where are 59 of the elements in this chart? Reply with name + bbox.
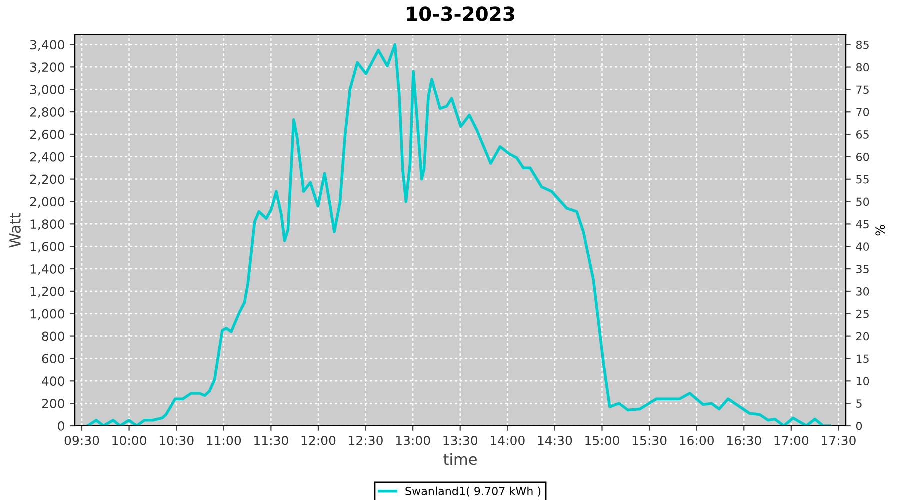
x-tick-label: 11:00 [207,436,242,446]
x-tick-label: 14:30 [538,436,572,446]
x-tick-label: 10:30 [160,436,194,446]
x-tick-label: 11:30 [254,436,288,446]
y-tick-label: 1,800 [30,220,64,230]
y2-tick-label: 10 [856,377,870,386]
x-tick-label: 17:30 [822,436,856,446]
y2-tick-label: 45 [856,220,869,229]
y2-tick-label: 5 [856,400,862,408]
y-tick-label: 2,200 [30,174,64,186]
y2-tick-label: 40 [856,242,870,252]
x-tick-label: 13:30 [444,436,478,446]
y2-tick-label: 85 [856,40,869,50]
y2-tick-label: 65 [856,130,869,139]
x-tick-label: 12:00 [302,436,336,446]
y-tick-label: 3,400 [30,40,64,51]
y-tick-label: 2,000 [30,197,64,208]
y-tick-label: 1,200 [30,286,64,298]
y-tick-label: 3,200 [30,62,64,74]
line-series [86,43,832,426]
y2-tick-label: 30 [856,287,870,296]
y2-tick-label: 0 [856,422,862,430]
y2-tick-label: 25 [856,310,869,318]
y-tick-label: 200 [42,399,64,408]
y-tick-label: 2,800 [30,108,64,118]
x-axis-title: time [444,453,477,466]
x-tick-label: 16:00 [680,436,714,446]
y-tick-label: 800 [42,332,64,342]
y2-tick-label: 55 [856,176,869,184]
y2-tick-label: 35 [856,265,869,274]
y-tick-label: 600 [42,354,64,364]
y2-tick-label: 80 [856,63,870,72]
y-tick-label: 400 [42,376,64,386]
y2-tick-label: 75 [856,86,869,94]
y2-tick-label: 70 [856,108,870,117]
y2-tick-label: 60 [856,152,870,162]
x-tick-label: 13:00 [396,436,430,446]
y-tick-label: 3,000 [30,85,64,96]
y2-tick-label: 20 [856,332,870,341]
x-tick-label: 15:30 [632,436,667,446]
y2-axis-title: % [876,225,886,236]
y-tick-label: 0 [58,421,64,431]
x-tick-label: 12:30 [349,436,383,446]
y-tick-label: 1,000 [30,309,64,320]
y-tick-label: 2,600 [30,130,64,141]
x-tick-label: 09:30 [64,436,100,446]
y-tick-label: 1,600 [30,242,64,253]
x-tick-label: 16:30 [727,436,762,446]
y2-tick-label: 50 [856,198,870,206]
y-tick-label: 1,400 [30,264,64,276]
chart-title: 10-3-2023 [407,6,514,22]
legend-label: Swanland1( 9.707 kWh ) [406,486,541,497]
y-axis-title: Watt [10,213,21,248]
x-tick-label: 14:00 [491,436,525,446]
x-tick-label: 17:00 [774,436,809,446]
x-tick-label: 10:00 [112,436,146,446]
y2-tick-label: 15 [856,354,869,364]
y-tick-label: 2,400 [30,152,64,164]
x-tick-label: 15:00 [586,436,620,446]
